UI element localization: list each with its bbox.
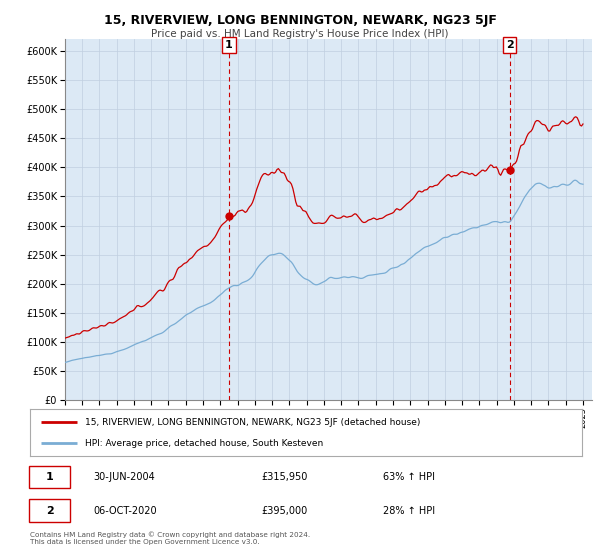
FancyBboxPatch shape <box>29 500 70 522</box>
Text: 1: 1 <box>225 40 233 50</box>
Text: 2: 2 <box>46 506 53 516</box>
Text: HPI: Average price, detached house, South Kesteven: HPI: Average price, detached house, Sout… <box>85 438 323 447</box>
FancyBboxPatch shape <box>29 466 70 488</box>
Text: 1: 1 <box>46 472 53 482</box>
Text: 15, RIVERVIEW, LONG BENNINGTON, NEWARK, NG23 5JF: 15, RIVERVIEW, LONG BENNINGTON, NEWARK, … <box>104 14 496 27</box>
Text: £315,950: £315,950 <box>262 472 308 482</box>
Text: Price paid vs. HM Land Registry's House Price Index (HPI): Price paid vs. HM Land Registry's House … <box>151 29 449 39</box>
Text: 15, RIVERVIEW, LONG BENNINGTON, NEWARK, NG23 5JF (detached house): 15, RIVERVIEW, LONG BENNINGTON, NEWARK, … <box>85 418 421 427</box>
Text: 06-OCT-2020: 06-OCT-2020 <box>94 506 157 516</box>
Text: £395,000: £395,000 <box>262 506 308 516</box>
Text: 63% ↑ HPI: 63% ↑ HPI <box>383 472 435 482</box>
Text: 30-JUN-2004: 30-JUN-2004 <box>94 472 155 482</box>
Text: 2: 2 <box>506 40 514 50</box>
Text: 28% ↑ HPI: 28% ↑ HPI <box>383 506 436 516</box>
Text: Contains HM Land Registry data © Crown copyright and database right 2024.
This d: Contains HM Land Registry data © Crown c… <box>30 531 310 544</box>
